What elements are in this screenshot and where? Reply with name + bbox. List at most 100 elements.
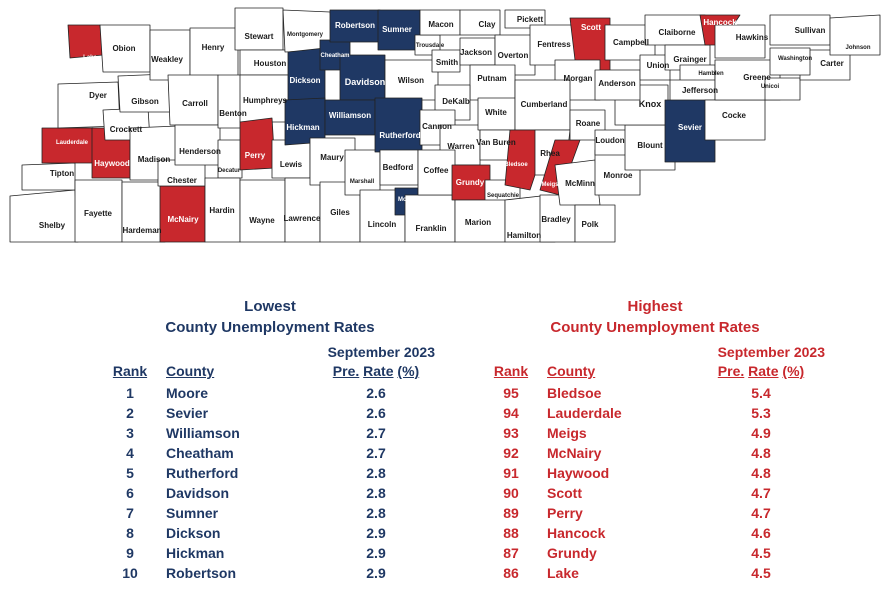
county-label-madison: Madison <box>138 155 171 164</box>
rank-header: Rank <box>493 363 529 379</box>
county-marshall <box>344 149 381 196</box>
county-label-cumberland: Cumberland <box>521 100 568 109</box>
county-cell: Hancock <box>547 525 606 541</box>
rank-cell: 6 <box>126 485 134 501</box>
county-sevier <box>664 99 716 163</box>
rate-cell: 2.9 <box>366 545 386 561</box>
county-smith <box>431 49 461 73</box>
county-label-henry: Henry <box>202 43 225 52</box>
county-header: County <box>166 363 215 379</box>
county-label-carroll: Carroll <box>182 99 208 108</box>
county-label-maury: Maury <box>320 153 344 162</box>
lowest-title: Lowest <box>244 298 296 315</box>
county-label-robertson: Robertson <box>335 21 375 30</box>
county-label-van-buren: Van Buren <box>476 138 516 147</box>
table-row: 4 Cheatham 2.7 <box>100 443 440 463</box>
county-label-blount: Blount <box>637 141 663 150</box>
county-cell: Sevier <box>166 405 209 421</box>
table-row: 89 Perry 4.7 <box>485 503 825 523</box>
rate-cell: 2.9 <box>366 565 386 581</box>
table-row: 92 McNairy 4.8 <box>485 443 825 463</box>
county-label-pickett: Pickett <box>517 15 544 24</box>
county-label-mcnairy: McNairy <box>167 215 199 224</box>
table-row: 87 Grundy 4.5 <box>485 543 825 563</box>
county-label-polk: Polk <box>582 220 599 229</box>
county-label-knox: Knox <box>639 99 662 109</box>
rate-cell: 2.6 <box>366 385 386 401</box>
rate-cell: 2.9 <box>366 525 386 541</box>
county-label-hickman: Hickman <box>286 123 319 132</box>
county-cell: Sumner <box>166 505 219 521</box>
county-label-bradley: Bradley <box>541 215 571 224</box>
county-label-warren: Warren <box>447 142 474 151</box>
rate-cell: 5.3 <box>751 405 771 421</box>
rank-cell: 91 <box>503 465 519 481</box>
county-label-unicoi: Unicoi <box>761 84 780 90</box>
county-label-sequatchie: Sequatchie <box>487 193 520 199</box>
lowest-header-row: Rank County Pre. Rate (%) <box>100 361 440 383</box>
rank-cell: 92 <box>503 445 519 461</box>
county-label-lake: Lake <box>83 55 97 61</box>
county-label-franklin: Franklin <box>415 224 446 233</box>
rate-header-unit: (%) <box>397 363 420 379</box>
rate-cell: 2.6 <box>366 405 386 421</box>
rank-cell: 3 <box>126 425 134 441</box>
county-label-houston: Houston <box>254 59 287 68</box>
rate-cell: 4.8 <box>751 445 771 461</box>
county-label-giles: Giles <box>330 208 350 217</box>
county-label-mcminn: McMinn <box>565 179 595 188</box>
highest-rates-panel: Highest County Unemployment Rates Septem… <box>485 296 825 583</box>
county-lawrence <box>284 177 321 243</box>
county-label-greene: Greene <box>743 73 771 82</box>
highest-period: September 2023 <box>717 344 825 360</box>
county-label-williamson: Williamson <box>329 111 371 120</box>
rate-cell: 4.6 <box>751 525 771 541</box>
county-cell: Lauderdale <box>547 405 622 421</box>
county-label-hamblen: Hamblen <box>698 71 724 77</box>
county-perry <box>239 117 276 171</box>
county-label-crockett: Crockett <box>110 125 143 134</box>
county-label-lauderdale: Lauderdale <box>56 140 89 146</box>
rank-cell: 94 <box>503 405 519 421</box>
county-decatur <box>217 139 243 179</box>
rank-cell: 90 <box>503 485 519 501</box>
county-label-hawkins: Hawkins <box>736 33 769 42</box>
county-label-hancock: Hancock <box>703 18 737 27</box>
county-label-wilson: Wilson <box>398 76 424 85</box>
highest-title: Highest <box>627 298 683 315</box>
county-cell: Robertson <box>166 565 236 581</box>
county-label-sevier: Sevier <box>678 123 702 132</box>
table-row: 1 Moore 2.6 <box>100 383 440 403</box>
county-cell: Grundy <box>547 545 597 561</box>
county-label-macon: Macon <box>428 20 453 29</box>
county-label-roane: Roane <box>576 119 601 128</box>
county-cell: Scott <box>547 485 582 501</box>
table-row: 90 Scott 4.7 <box>485 483 825 503</box>
county-label-hamilton: Hamilton <box>507 231 541 240</box>
county-label-stewart: Stewart <box>245 32 274 41</box>
rank-cell: 2 <box>126 405 134 421</box>
county-label-haywood: Haywood <box>94 159 130 168</box>
county-cell: Davidson <box>166 485 230 501</box>
rank-cell: 95 <box>503 385 519 401</box>
county-label-dyer: Dyer <box>89 91 107 100</box>
county-label-dickson: Dickson <box>289 76 320 85</box>
county-label-meigs: Meigs <box>541 182 559 188</box>
county-label-jefferson: Jefferson <box>682 86 718 95</box>
county-wayne <box>239 179 286 243</box>
county-label-humphreys: Humphreys <box>243 96 288 105</box>
county-lake <box>67 24 104 59</box>
rank-cell: 10 <box>122 565 138 581</box>
county-label-union: Union <box>647 61 670 70</box>
table-row: 93 Meigs 4.9 <box>485 423 825 443</box>
county-label-lewis: Lewis <box>280 160 303 169</box>
county-label-white: White <box>485 108 507 117</box>
rank-cell: 89 <box>503 505 519 521</box>
county-cell: Cheatham <box>166 445 234 461</box>
county-hawkins <box>714 24 766 59</box>
county-cell: Rutherford <box>166 465 239 481</box>
county-label-clay: Clay <box>479 20 496 29</box>
county-cell: Perry <box>547 505 583 521</box>
rank-cell: 1 <box>126 385 134 401</box>
rate-header-mid: Rate <box>748 363 779 379</box>
